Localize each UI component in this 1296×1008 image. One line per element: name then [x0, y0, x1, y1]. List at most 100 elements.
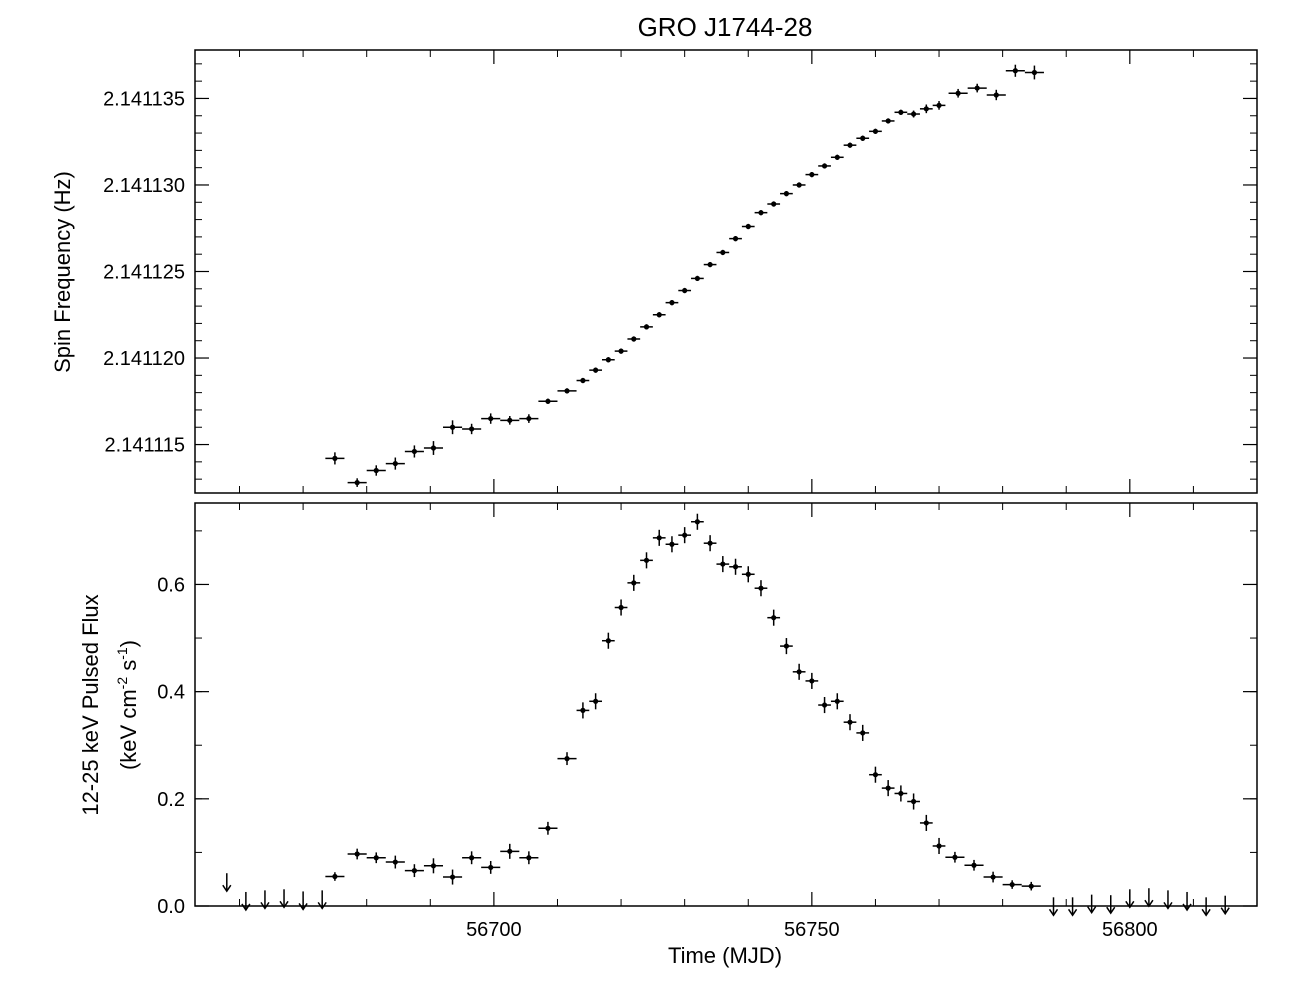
- data-point: [519, 414, 539, 423]
- data-point: [792, 182, 806, 188]
- point-marker: [885, 118, 891, 124]
- data-point: [347, 848, 367, 860]
- data-point: [652, 529, 666, 546]
- point-marker: [732, 564, 739, 570]
- point-marker: [809, 678, 815, 684]
- point-marker: [469, 426, 475, 432]
- point-marker: [936, 843, 942, 849]
- point-marker: [707, 540, 713, 546]
- arrow-head: [1163, 901, 1173, 910]
- point-marker: [847, 719, 853, 725]
- point-marker: [643, 557, 650, 563]
- data-point: [678, 527, 692, 544]
- y-tick-label: 2.141120: [103, 348, 185, 370]
- arrow-head: [279, 900, 289, 909]
- y-tick-label: 2.141135: [103, 88, 185, 110]
- data-point: [538, 821, 558, 835]
- data-point: [519, 851, 539, 865]
- data-point: [729, 558, 742, 575]
- point-marker: [526, 855, 532, 861]
- top-panel-ticks: [195, 50, 1258, 493]
- data-point: [665, 300, 679, 306]
- point-marker: [923, 820, 929, 826]
- data-point: [691, 275, 704, 282]
- y-tick-label: 0.6: [157, 574, 185, 596]
- point-marker: [564, 388, 570, 394]
- point-marker: [910, 798, 917, 805]
- point-marker: [971, 862, 977, 868]
- upper-limit-arrow: [222, 873, 232, 893]
- data-point: [557, 752, 577, 766]
- point-marker: [392, 460, 398, 467]
- point-marker: [720, 561, 726, 567]
- point-marker: [783, 191, 790, 197]
- point-marker: [669, 541, 675, 547]
- data-point: [754, 580, 768, 597]
- top-panel-frame: [194, 49, 1258, 494]
- point-marker: [872, 772, 879, 778]
- bottom-panel-upper-limits: [222, 873, 1230, 917]
- x-tick-label: 56800: [1102, 919, 1158, 941]
- data-point: [805, 672, 819, 689]
- bottom-y-axis-label: 12-25 keV Pulsed Flux: [78, 594, 103, 815]
- data-point: [652, 312, 666, 318]
- data-point: [423, 858, 444, 874]
- data-point: [500, 415, 520, 425]
- point-marker: [872, 128, 879, 134]
- upper-limit-arrow: [1106, 895, 1116, 915]
- data-point: [894, 785, 908, 802]
- point-marker: [656, 312, 662, 318]
- data-point: [805, 171, 819, 178]
- point-marker: [507, 417, 513, 423]
- point-marker: [618, 604, 624, 611]
- point-marker: [682, 532, 688, 538]
- data-point: [601, 357, 615, 363]
- data-point: [856, 724, 870, 741]
- arrow-head: [1087, 906, 1097, 914]
- data-point: [767, 201, 781, 207]
- point-marker: [1009, 881, 1015, 888]
- data-point: [614, 348, 628, 354]
- point-marker: [1031, 69, 1038, 76]
- point-marker: [860, 730, 866, 736]
- data-point: [325, 452, 345, 465]
- data-point: [741, 223, 755, 230]
- data-point: [907, 793, 920, 810]
- upper-limit-arrow: [1048, 897, 1059, 917]
- data-point: [894, 109, 908, 115]
- data-point: [538, 398, 558, 404]
- upper-limit-arrow: [1201, 897, 1211, 917]
- data-point: [557, 388, 577, 394]
- point-marker: [821, 163, 828, 169]
- y-tick-label: 2.141130: [103, 175, 185, 197]
- point-marker: [910, 111, 917, 117]
- data-point: [843, 142, 857, 148]
- data-point: [443, 869, 463, 885]
- point-marker: [669, 300, 675, 306]
- point-marker: [411, 868, 417, 874]
- data-point: [967, 83, 987, 93]
- point-marker: [332, 873, 338, 880]
- point-marker: [1012, 68, 1018, 74]
- point-marker: [796, 669, 802, 675]
- point-marker: [430, 863, 437, 869]
- data-point: [366, 852, 386, 864]
- data-point: [703, 261, 717, 268]
- data-point: [780, 638, 793, 655]
- data-point: [423, 441, 444, 455]
- bottom-panel-frame: [194, 502, 1258, 907]
- x-tick-label: 56750: [784, 919, 840, 941]
- arrow-head: [241, 903, 251, 912]
- data-point: [481, 413, 501, 424]
- point-marker: [834, 698, 840, 704]
- units-exp-2: -1: [114, 647, 130, 660]
- upper-limit-arrow: [317, 890, 327, 910]
- arrow-head: [1048, 908, 1059, 917]
- units-prefix: (keV cm: [116, 689, 141, 770]
- point-marker: [545, 825, 551, 831]
- point-marker: [1028, 883, 1034, 889]
- data-point: [716, 556, 730, 573]
- data-point: [932, 101, 946, 110]
- data-point: [986, 89, 1006, 101]
- data-point: [767, 609, 781, 626]
